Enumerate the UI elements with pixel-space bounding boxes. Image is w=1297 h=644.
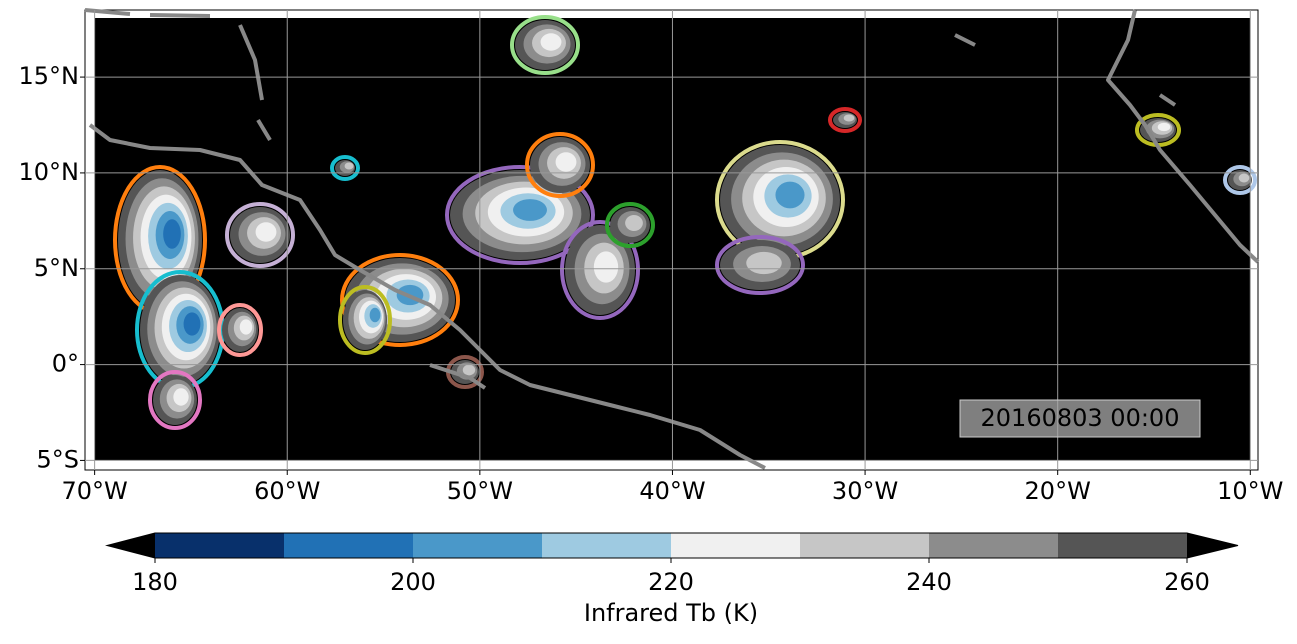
colorbar-tick-label: 240: [906, 568, 952, 596]
cloud-outline: [828, 107, 862, 133]
cloud-outline: [605, 202, 655, 248]
y-tick-label: 10°N: [19, 158, 80, 186]
coastline: [238, 24, 1177, 142]
cloud-outline: [525, 132, 595, 198]
colorbar-tick-label: 260: [1164, 568, 1210, 596]
colorbar-segment: [155, 533, 284, 558]
x-tick-label: 60°W: [254, 477, 320, 505]
y-tick-label: 5°S: [36, 445, 79, 473]
coastline: [1106, 9, 1260, 264]
colorbar-segment: [800, 533, 929, 558]
x-tick-label: 30°W: [832, 477, 898, 505]
cloud-outline: [340, 253, 460, 347]
colorbar-extend-over: [1187, 533, 1238, 558]
cloud-shade: [593, 251, 619, 283]
colorbar-tick-label: 220: [648, 568, 694, 596]
cloud-shade: [183, 312, 201, 336]
map: 20160803 00:00 70°W 60°W 50°W 40°W 30°W 20°W 1…: [19, 8, 1283, 505]
x-tick-label: 50°W: [447, 477, 513, 505]
cloud-shade: [255, 222, 277, 242]
cloud-outline: [1223, 165, 1257, 195]
colorbar-segment: [1058, 533, 1187, 558]
coastline: [88, 123, 766, 470]
cloud-shade: [163, 219, 181, 249]
colorbar-tick-label: 200: [390, 568, 436, 596]
timestamp-box: [959, 399, 1201, 438]
y-tick-label: 0°: [52, 350, 79, 378]
cloud-outline: [148, 370, 202, 430]
colorbar-label: Infrared Tb (K): [584, 599, 758, 627]
cloud-shade: [173, 388, 189, 406]
x-tick-label: 20°W: [1025, 477, 1091, 505]
coastline: [84, 8, 211, 18]
cloud-shade: [775, 181, 805, 209]
colorbar-segment: [542, 533, 671, 558]
y-tick-label: 15°N: [19, 62, 80, 90]
colorbar-tick-label: 180: [132, 568, 178, 596]
colorbar-segment: [671, 533, 800, 558]
cloud-shade: [239, 319, 253, 335]
cloud-shade: [1157, 122, 1171, 132]
colorbar: 180 200 220 240 260: [105, 532, 1239, 596]
cloud-shade: [843, 114, 855, 122]
x-tick-label: 70°W: [61, 477, 127, 505]
cloud-shade: [369, 307, 381, 323]
y-tick-label: 5°N: [34, 254, 79, 282]
cloud-shade: [540, 33, 562, 51]
colorbar-segment: [413, 533, 542, 558]
cloud-outline: [560, 220, 640, 320]
cloud-shade: [625, 215, 643, 231]
cloud-outline: [715, 235, 805, 295]
colorbar-extend-under: [107, 533, 155, 558]
cloud-outline: [225, 202, 295, 268]
cloud-outline: [330, 155, 360, 181]
x-tick-label: 40°W: [639, 477, 705, 505]
colorbar-segment: [929, 533, 1058, 558]
cloud-outline: [338, 285, 392, 355]
cloud-shade: [513, 199, 547, 221]
cloud-shade: [746, 251, 782, 275]
colorbar-segment: [284, 533, 413, 558]
cloud-shade: [462, 364, 476, 376]
x-tick-label: 10°W: [1217, 477, 1283, 505]
cloud-shade: [555, 152, 577, 172]
cloud-outline: [217, 303, 263, 357]
timestamp: 20160803 00:00: [981, 404, 1180, 432]
grid: [85, 10, 1258, 470]
cloud-outline: [445, 165, 595, 265]
cloud-shade: [344, 162, 354, 170]
cloud-shade: [1238, 173, 1250, 183]
cloud-outline: [510, 15, 580, 75]
coastlines: [84, 8, 1260, 470]
